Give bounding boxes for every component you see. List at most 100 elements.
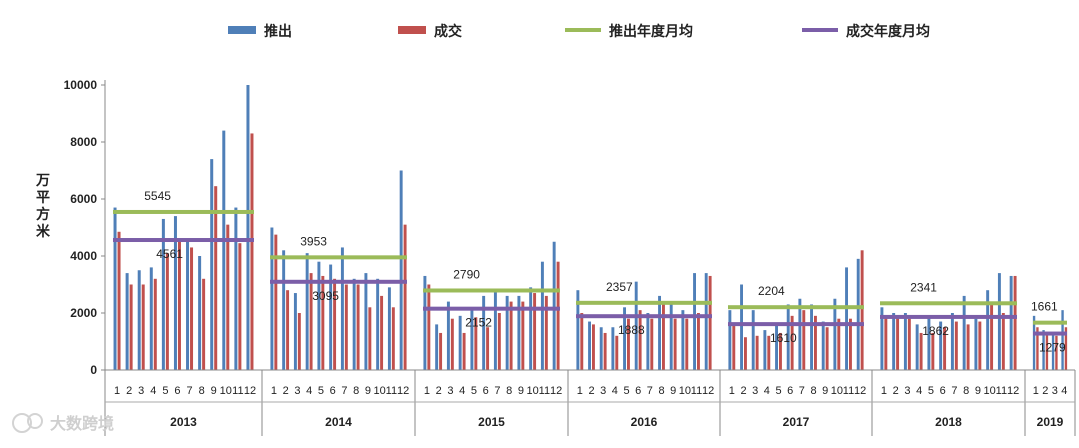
month-label: 7 bbox=[647, 385, 653, 397]
month-label: 1 bbox=[271, 385, 277, 397]
month-label: 7 bbox=[799, 385, 805, 397]
bar-deal bbox=[356, 284, 360, 370]
bar-supply bbox=[681, 310, 685, 370]
year-label: 2017 bbox=[783, 415, 810, 429]
bar-deal bbox=[954, 321, 958, 370]
bar-deal bbox=[368, 307, 372, 370]
month-label: 9 bbox=[518, 385, 524, 397]
month-label: 12 bbox=[702, 385, 714, 397]
average-lines: 5545 4561 3953 3095 2790 2152 2357 1888 2204 1610… bbox=[113, 189, 1067, 355]
month-label: 6 bbox=[483, 385, 489, 397]
bar-supply bbox=[173, 216, 177, 370]
deal-average-label: 1862 bbox=[922, 324, 949, 338]
month-label: 9 bbox=[975, 385, 981, 397]
bar-supply bbox=[517, 295, 521, 370]
bar-supply bbox=[927, 315, 931, 370]
year-label: 2013 bbox=[170, 415, 197, 429]
month-label: 2 bbox=[1042, 385, 1048, 397]
month-label: 3 bbox=[138, 385, 144, 397]
bar-deal bbox=[1055, 335, 1058, 370]
bar-deal bbox=[117, 231, 121, 370]
y-tick-label: 8000 bbox=[70, 135, 97, 149]
bar-deal bbox=[309, 273, 313, 370]
bar-deal bbox=[190, 247, 194, 370]
bar-deal bbox=[662, 304, 665, 370]
bar-deal bbox=[592, 324, 595, 370]
bar-supply bbox=[798, 298, 802, 370]
bar-deal bbox=[165, 253, 169, 370]
bar-supply bbox=[505, 295, 509, 370]
bar-supply bbox=[611, 327, 615, 370]
month-label: 6 bbox=[635, 385, 641, 397]
legend-label: 推出 bbox=[264, 23, 292, 39]
legend-swatch bbox=[565, 28, 601, 32]
bar-supply bbox=[340, 247, 344, 370]
bar-deal bbox=[462, 332, 466, 370]
deal-average-line bbox=[728, 322, 864, 327]
y-tick-label: 10000 bbox=[64, 78, 98, 92]
bar-supply bbox=[962, 295, 966, 370]
supply-average-label: 2341 bbox=[910, 280, 937, 294]
bar-supply bbox=[1061, 310, 1064, 370]
supply-average-label: 1661 bbox=[1031, 300, 1058, 314]
bar-deal bbox=[744, 337, 747, 370]
bar-deal bbox=[814, 315, 817, 370]
bar-supply bbox=[198, 256, 202, 370]
bar-deal bbox=[966, 324, 970, 370]
bar-deal bbox=[153, 278, 157, 370]
bar-deal bbox=[931, 332, 935, 370]
bar-deal bbox=[884, 315, 888, 370]
month-label: 5 bbox=[471, 385, 477, 397]
bar-supply bbox=[423, 275, 427, 370]
bar-supply bbox=[704, 273, 708, 370]
month-label: 11 bbox=[996, 385, 1007, 397]
year-label: 2014 bbox=[325, 415, 352, 429]
month-label: 3 bbox=[1052, 385, 1058, 397]
legend: 推出 成交 推出年度月均 成交年度月均 bbox=[228, 23, 930, 39]
month-label: 11 bbox=[539, 385, 550, 397]
bar-deal bbox=[1045, 332, 1049, 370]
y-tick-label: 6000 bbox=[70, 192, 97, 206]
bar-supply bbox=[482, 295, 486, 370]
month-label: 12 bbox=[550, 385, 562, 397]
bar-supply bbox=[658, 295, 661, 370]
deal-average-label: 4561 bbox=[156, 247, 183, 261]
year-label: 2019 bbox=[1037, 415, 1064, 429]
bar-supply bbox=[740, 284, 743, 370]
bar-supply bbox=[939, 321, 943, 370]
month-label: 7 bbox=[341, 385, 347, 397]
month-label: 6 bbox=[174, 385, 180, 397]
bar-deal bbox=[849, 318, 852, 370]
bar-supply bbox=[997, 273, 1001, 370]
bar-deal bbox=[202, 278, 206, 370]
supply-average-label: 2790 bbox=[453, 267, 480, 281]
bar-supply bbox=[540, 261, 544, 370]
brand-logo-icon bbox=[12, 413, 43, 433]
deal-average-label: 1610 bbox=[770, 331, 797, 345]
month-label: 7 bbox=[951, 385, 957, 397]
bar-deal bbox=[297, 313, 301, 370]
bar-supply bbox=[364, 273, 368, 370]
bar-deal bbox=[391, 307, 395, 370]
month-label: 5 bbox=[623, 385, 629, 397]
bar-supply bbox=[763, 330, 767, 370]
bar-deal bbox=[129, 284, 133, 370]
month-label: 9 bbox=[822, 385, 828, 397]
bar-supply bbox=[751, 310, 755, 370]
bar-supply bbox=[222, 130, 226, 370]
month-label: 10 bbox=[984, 385, 996, 397]
month-label: 4 bbox=[916, 385, 922, 397]
bar-supply bbox=[293, 293, 297, 370]
month-label: 4 bbox=[1061, 385, 1067, 397]
bar-deal bbox=[650, 318, 654, 370]
bar-deal bbox=[685, 318, 689, 370]
month-label: 9 bbox=[670, 385, 676, 397]
deal-average-line bbox=[423, 306, 560, 311]
month-label: 8 bbox=[963, 385, 969, 397]
supply-average-label: 3953 bbox=[300, 234, 327, 248]
month-label: 2 bbox=[893, 385, 899, 397]
legend-label: 成交年度月均 bbox=[846, 23, 930, 39]
month-label: 5 bbox=[928, 385, 934, 397]
bar-supply bbox=[1009, 275, 1013, 370]
